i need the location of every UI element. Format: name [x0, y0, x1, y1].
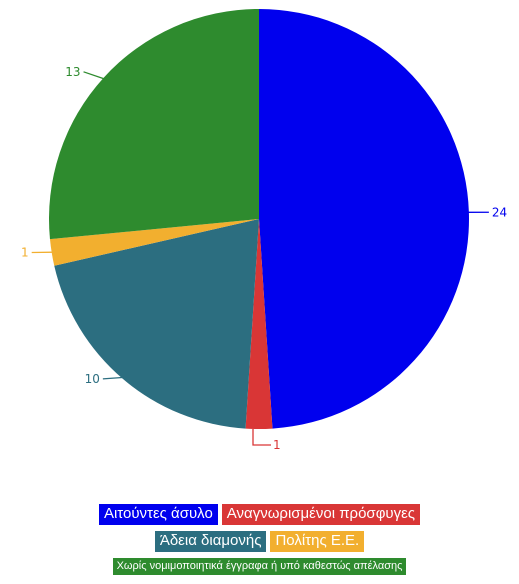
leader-line-undocumented: [83, 71, 106, 80]
data-label-undocumented: 13: [65, 65, 80, 79]
data-label-eu-citizen: 1: [21, 246, 29, 260]
legend-item-residence-permit[interactable]: Άδεια διαμονής: [154, 531, 267, 552]
leader-line-residence-permit: [102, 376, 125, 380]
legend-row-1: Αιτούντες άσυλο Αναγνωρισμένοι πρόσφυγες: [0, 504, 519, 525]
leader-line-recognized-refugees: [252, 429, 271, 446]
legend-item-eu-citizen[interactable]: Πολίτης Ε.Ε.: [270, 531, 365, 552]
chart-area: 24 1 10 1 13: [21, 9, 507, 452]
data-label-residence-permit: 10: [85, 372, 100, 386]
data-label-recognized-refugees: 1: [273, 438, 281, 452]
pie-chart: 24 1 10 1 13: [21, 9, 507, 452]
legend-item-undocumented[interactable]: Χωρίς νομιμοποιητικά έγγραφα ή υπό καθεσ…: [112, 558, 407, 575]
pie-slice-residence-permit[interactable]: [54, 219, 259, 429]
legend-row-2: Άδεια διαμονής Πολίτης Ε.Ε.: [0, 531, 519, 552]
legend-row-3: Χωρίς νομιμοποιητικά έγγραφα ή υπό καθεσ…: [0, 558, 519, 575]
pie-slice-undocumented[interactable]: [48, 9, 259, 240]
data-label-asylum-seekers: 24: [492, 205, 507, 219]
pie-slice-recognized-refugees[interactable]: [245, 219, 273, 430]
legend-item-asylum-seekers[interactable]: Αιτούντες άσυλο: [98, 504, 218, 525]
pie-slice-asylum-seekers[interactable]: [259, 9, 470, 429]
legend-item-recognized-refugees[interactable]: Αναγνωρισμένοι πρόσφυγες: [221, 504, 421, 525]
legend: Αιτούντες άσυλο Αναγνωρισμένοι πρόσφυγες…: [0, 504, 519, 581]
pie-slice-eu-citizen[interactable]: [49, 219, 260, 266]
